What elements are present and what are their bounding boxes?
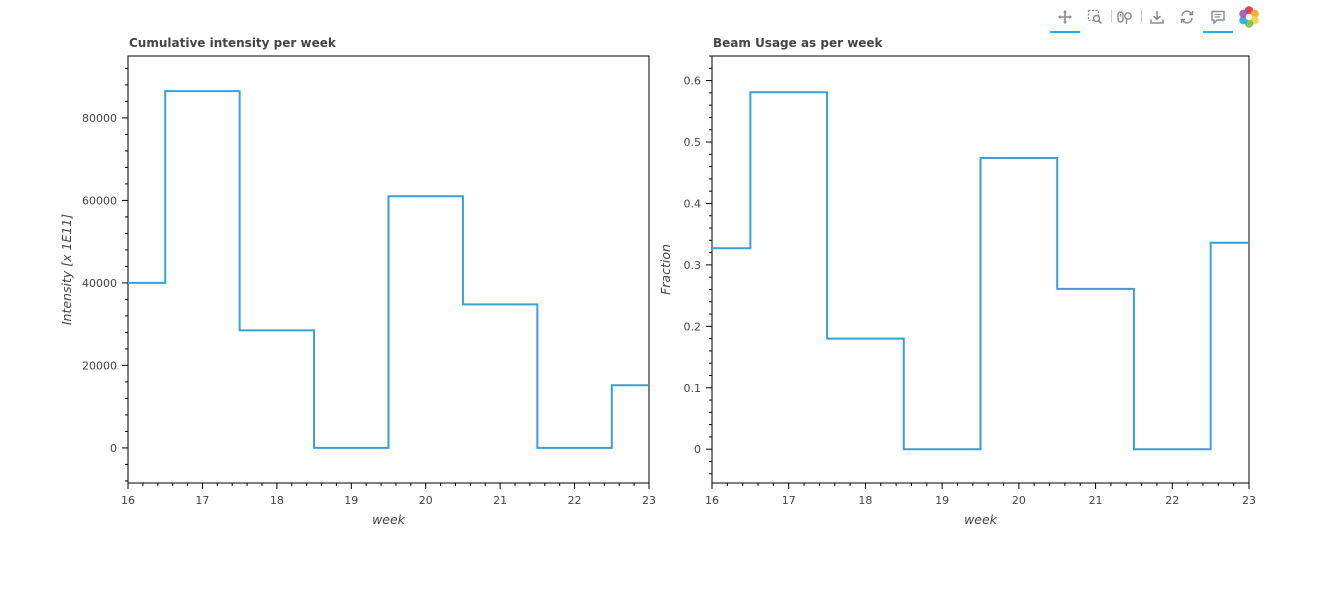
y-tick-label: 60000 (82, 194, 117, 207)
y-tick-label: 80000 (82, 112, 117, 125)
x-tick-label: 18 (270, 494, 284, 507)
box-zoom-icon (1087, 9, 1103, 25)
y-tick-label: 0.4 (684, 197, 702, 210)
pan-tool[interactable] (1050, 5, 1080, 33)
hover-tool[interactable] (1203, 5, 1233, 33)
x-tick-label: 16 (121, 494, 135, 507)
toolbar-separator (1141, 10, 1142, 22)
y-tick-label: 0.5 (684, 136, 702, 149)
chart-title: Beam Usage as per week (713, 36, 884, 50)
y-axis-label: Fraction (658, 244, 673, 295)
x-tick-label: 18 (858, 494, 872, 507)
box-zoom-tool[interactable] (1082, 5, 1108, 29)
toolbar-separator (1111, 10, 1112, 22)
x-tick-label: 22 (1165, 494, 1179, 507)
y-tick-label: 0 (110, 442, 117, 455)
x-tick-label: 23 (1242, 494, 1256, 507)
x-tick-label: 21 (493, 494, 507, 507)
x-tick-label: 19 (344, 494, 358, 507)
y-tick-label: 0.2 (684, 320, 702, 333)
pan-icon (1058, 10, 1072, 24)
x-tick-label: 17 (195, 494, 209, 507)
y-tick-label: 0 (694, 443, 701, 456)
save-icon (1150, 11, 1164, 24)
x-tick-label: 20 (1012, 494, 1026, 507)
y-tick-label: 40000 (82, 277, 117, 290)
wheel-zoom-tool[interactable] (1112, 5, 1138, 29)
chart-title: Cumulative intensity per week (129, 36, 337, 50)
bokeh-logo[interactable] (1236, 5, 1262, 29)
x-tick-label: 17 (782, 494, 796, 507)
x-tick-label: 16 (705, 494, 719, 507)
reset-icon (1180, 10, 1194, 24)
x-tick-label: 19 (935, 494, 949, 507)
x-tick-label: 23 (642, 494, 656, 507)
chart-toolbar (1048, 2, 1263, 33)
y-tick-label: 0.1 (684, 382, 702, 395)
y-axis-label: Intensity [x 1E11] (59, 214, 74, 325)
y-tick-label: 0.6 (684, 75, 702, 88)
hover-icon (1211, 10, 1225, 25)
x-tick-label: 20 (419, 494, 433, 507)
save-tool[interactable] (1144, 5, 1170, 29)
x-tick-label: 22 (568, 494, 582, 507)
wheel-zoom-icon (1117, 11, 1132, 24)
plot-frame (127, 55, 650, 484)
intensity-chart[interactable]: Cumulative intensity per week 16 17 18 19 20 2… (59, 36, 656, 527)
x-axis-label: week (372, 512, 406, 527)
x-tick-label: 21 (1089, 494, 1103, 507)
beam-usage-chart[interactable]: Beam Usage as per week 16 17 18 19 20 21 22 23 0 0… (658, 36, 1256, 527)
bokeh-logo-icon (1239, 6, 1259, 28)
plot-frame (711, 55, 1250, 484)
y-tick-label: 0.3 (684, 259, 702, 272)
x-axis-label: week (964, 512, 998, 527)
y-tick-label: 20000 (82, 359, 117, 372)
reset-tool[interactable] (1174, 5, 1200, 29)
step-series-line (128, 90, 649, 449)
step-series-line (712, 91, 1249, 451)
